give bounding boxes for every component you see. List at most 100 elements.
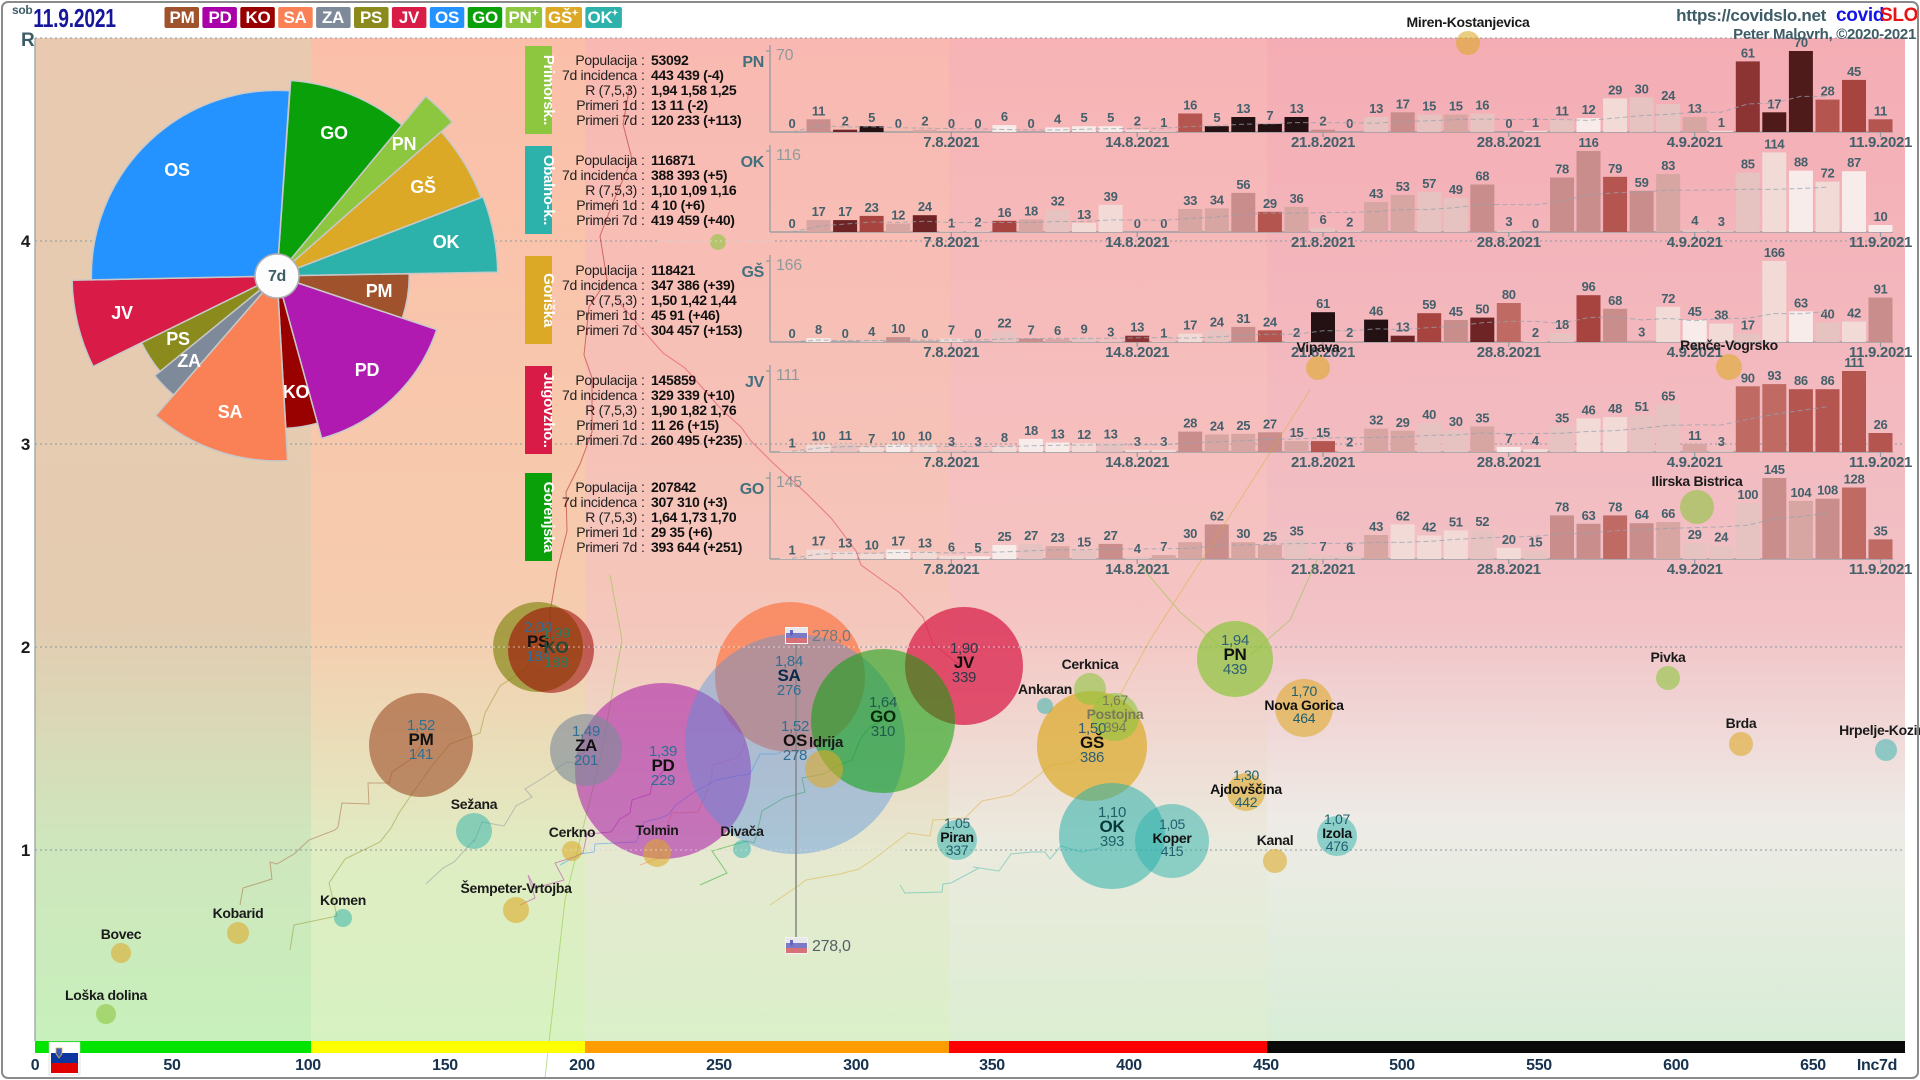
svg-text:1,70: 1,70 xyxy=(1291,683,1318,699)
svg-text:Primeri 1d: Primeri 1d xyxy=(576,97,637,113)
svg-text:12: 12 xyxy=(1582,102,1596,117)
svg-text:OK: OK xyxy=(1100,817,1126,836)
svg-text:4: 4 xyxy=(1054,111,1062,126)
svg-text:78: 78 xyxy=(1555,162,1569,177)
svg-text:4.9.2021: 4.9.2021 xyxy=(1667,344,1723,361)
svg-text:GŠ: GŠ xyxy=(548,8,572,27)
svg-text:419 459 (+40): 419 459 (+40) xyxy=(651,212,735,228)
svg-text:400: 400 xyxy=(1116,1057,1142,1074)
svg-text:13: 13 xyxy=(1688,101,1702,116)
svg-text:61: 61 xyxy=(1316,296,1330,311)
svg-text:1: 1 xyxy=(789,435,796,450)
svg-text:50: 50 xyxy=(1475,302,1489,317)
svg-text:13: 13 xyxy=(1077,207,1091,222)
svg-text:42: 42 xyxy=(1847,306,1861,321)
svg-text:5: 5 xyxy=(868,110,875,125)
svg-text:2,00: 2,00 xyxy=(524,619,552,636)
svg-text:7: 7 xyxy=(1160,539,1167,554)
svg-text:11: 11 xyxy=(839,428,852,443)
svg-text:13: 13 xyxy=(1104,427,1118,442)
svg-text:31: 31 xyxy=(1236,311,1250,326)
svg-text:28.8.2021: 28.8.2021 xyxy=(1477,454,1541,471)
svg-text:5: 5 xyxy=(1213,110,1220,125)
svg-text:9: 9 xyxy=(1081,322,1088,337)
svg-text:OS: OS xyxy=(164,160,190,180)
svg-text:0: 0 xyxy=(1160,216,1167,231)
svg-text:11.9.2021: 11.9.2021 xyxy=(1849,134,1912,151)
svg-text:68: 68 xyxy=(1475,169,1489,184)
svg-text:34: 34 xyxy=(1210,192,1225,207)
svg-text:337: 337 xyxy=(946,842,969,858)
svg-text:0: 0 xyxy=(921,326,928,341)
svg-text:23: 23 xyxy=(865,200,879,215)
svg-text:21.8.2021: 21.8.2021 xyxy=(1291,454,1355,471)
svg-text:260 495 (+235): 260 495 (+235) xyxy=(651,432,742,448)
svg-text:68: 68 xyxy=(1608,293,1622,308)
svg-text:30: 30 xyxy=(1183,526,1197,541)
svg-text:Populacija: Populacija xyxy=(575,152,637,168)
svg-text:13: 13 xyxy=(1369,101,1383,116)
svg-text:PN: PN xyxy=(742,54,764,71)
svg-text:sob: sob xyxy=(12,3,32,17)
svg-text:188: 188 xyxy=(544,654,568,671)
svg-text::: : xyxy=(641,292,645,308)
svg-text:OK: OK xyxy=(433,232,460,252)
svg-text:GŠ: GŠ xyxy=(410,176,436,197)
svg-text:70: 70 xyxy=(776,47,794,64)
svg-text:116871: 116871 xyxy=(651,152,696,168)
svg-text:1,90: 1,90 xyxy=(950,640,978,657)
svg-text:Primeri 1d: Primeri 1d xyxy=(576,417,637,433)
svg-text:Pivka: Pivka xyxy=(1650,649,1686,665)
svg-text:72: 72 xyxy=(1821,166,1835,181)
svg-text:18: 18 xyxy=(1024,203,1038,218)
svg-text:Sežana: Sežana xyxy=(451,796,498,812)
svg-text:450: 450 xyxy=(1253,1057,1279,1074)
svg-text:11.9.2021: 11.9.2021 xyxy=(1849,561,1912,578)
svg-text:6: 6 xyxy=(948,540,955,555)
svg-text:45: 45 xyxy=(1688,304,1702,319)
svg-text:45: 45 xyxy=(1449,304,1463,319)
svg-text::: : xyxy=(641,307,645,323)
svg-text:443 439 (-4): 443 439 (-4) xyxy=(651,67,724,83)
svg-text:145859: 145859 xyxy=(651,372,696,388)
svg-text:0: 0 xyxy=(31,1057,40,1074)
svg-text:17: 17 xyxy=(812,534,826,549)
svg-text:65: 65 xyxy=(1661,389,1675,404)
svg-text:30: 30 xyxy=(1635,81,1649,96)
svg-text:63: 63 xyxy=(1582,508,1596,523)
svg-text::: : xyxy=(641,432,645,448)
svg-text:100: 100 xyxy=(1737,487,1758,502)
svg-text:1,10: 1,10 xyxy=(1098,804,1126,821)
svg-text:0: 0 xyxy=(974,116,981,131)
svg-text:28.8.2021: 28.8.2021 xyxy=(1477,134,1541,151)
svg-text:Tolmin: Tolmin xyxy=(635,822,678,838)
svg-text:32: 32 xyxy=(1369,413,1383,428)
svg-text:116: 116 xyxy=(1578,135,1598,150)
svg-text:59: 59 xyxy=(1422,297,1436,312)
svg-text:278,0: 278,0 xyxy=(812,938,851,955)
svg-text:Izola: Izola xyxy=(1322,825,1352,841)
svg-text:40: 40 xyxy=(1422,407,1436,422)
svg-text:2: 2 xyxy=(1532,325,1539,340)
svg-text:52: 52 xyxy=(1475,514,1489,529)
svg-text:1,90 1,82 1,76: 1,90 1,82 1,76 xyxy=(651,402,737,418)
svg-text:88: 88 xyxy=(1794,155,1808,170)
svg-text::: : xyxy=(641,52,645,68)
svg-text:278,0: 278,0 xyxy=(812,628,851,645)
svg-text:JV: JV xyxy=(954,653,975,672)
svg-text:500: 500 xyxy=(1389,1057,1415,1074)
svg-text:393 644 (+251): 393 644 (+251) xyxy=(651,539,742,555)
svg-text:36: 36 xyxy=(1290,191,1304,206)
svg-text:207842: 207842 xyxy=(651,479,696,495)
svg-text:35: 35 xyxy=(1874,523,1888,538)
svg-text:Jugovzho..: Jugovzho.. xyxy=(540,372,557,447)
svg-text:Renče-Vogrsko: Renče-Vogrsko xyxy=(1680,337,1778,353)
svg-text:64: 64 xyxy=(1635,507,1650,522)
svg-text::: : xyxy=(641,524,645,540)
svg-text:SLO: SLO xyxy=(1880,5,1918,26)
svg-text:0: 0 xyxy=(789,216,796,231)
svg-text:0: 0 xyxy=(1532,216,1539,231)
svg-text:GO: GO xyxy=(472,8,498,27)
svg-text:16: 16 xyxy=(1183,98,1197,113)
svg-text:13: 13 xyxy=(1236,101,1250,116)
